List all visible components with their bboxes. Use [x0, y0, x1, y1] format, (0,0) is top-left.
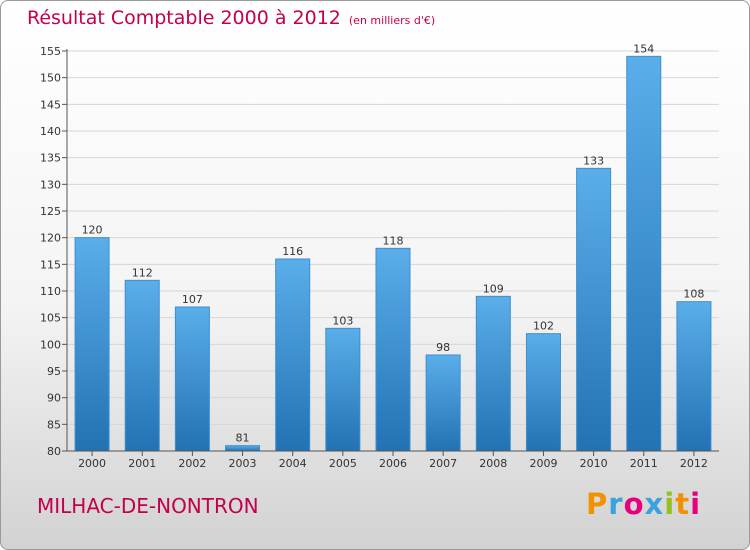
x-tick-label: 2005: [329, 457, 357, 470]
x-tick-label: 2001: [128, 457, 156, 470]
commune-name: MILHAC-DE-NONTRON: [37, 494, 259, 518]
data-label: 98: [436, 341, 450, 354]
bar: [626, 55, 662, 452]
y-tick-label: 155: [40, 45, 61, 58]
x-tick-label: 2008: [479, 457, 507, 470]
x-tick-label: 2009: [529, 457, 557, 470]
x-tick-label: 2006: [379, 457, 407, 470]
x-tick-label: 2003: [229, 457, 257, 470]
bar: [225, 445, 261, 452]
y-tick-label: 95: [47, 365, 61, 378]
data-label: 154: [633, 42, 654, 55]
x-tick-label: 2002: [178, 457, 206, 470]
bar: [275, 258, 311, 452]
y-tick-label: 110: [40, 285, 61, 298]
data-label: 120: [82, 224, 103, 237]
axes: [62, 49, 719, 456]
y-tick-label: 100: [40, 338, 61, 351]
data-label: 118: [383, 234, 404, 247]
bar: [475, 295, 511, 452]
bar: [425, 354, 461, 452]
y-tick-label: 120: [40, 232, 61, 245]
y-tick-label: 80: [47, 445, 61, 458]
x-tick-label: 2000: [78, 457, 106, 470]
logo-letter: i: [690, 487, 702, 521]
y-tick-label: 145: [40, 98, 61, 111]
data-label: 108: [683, 288, 704, 301]
data-label: 133: [583, 154, 604, 167]
x-tick-label: 2004: [279, 457, 307, 470]
logo-letter: P: [586, 487, 609, 521]
y-tick-label: 105: [40, 312, 61, 325]
bars: [74, 55, 712, 452]
bar: [325, 327, 361, 452]
y-tick-label: 90: [47, 392, 61, 405]
bar: [375, 247, 411, 452]
y-tick-label: 140: [40, 125, 61, 138]
x-tick-label: 2012: [680, 457, 708, 470]
logo-letter: r: [608, 487, 624, 521]
unit-note: (en milliers d'€): [348, 14, 436, 27]
bar: [576, 167, 612, 452]
y-tick-label: 115: [40, 258, 61, 271]
logo-letter: i: [664, 487, 676, 521]
y-tick-label: 85: [47, 418, 61, 431]
title-text: Résultat Comptable 2000 à 2012: [27, 7, 341, 29]
data-label: 116: [282, 245, 303, 258]
data-label: 112: [132, 266, 153, 279]
bar: [174, 306, 210, 452]
data-label: 109: [483, 282, 504, 295]
labels: 80 85 90 95 100 105 110 115 120 125 130 135 140 145 15…: [40, 42, 708, 470]
chart-title: Résultat Comptable 2000 à 2012 (en millie…: [27, 7, 435, 29]
x-tick-label: 2010: [580, 457, 608, 470]
bar: [525, 333, 561, 452]
logo-letter: o: [623, 487, 645, 521]
y-tick-label: 130: [40, 178, 61, 191]
bar: [74, 237, 110, 452]
y-tick-label: 135: [40, 152, 61, 165]
proxiti-logo[interactable]: Proxiti: [586, 487, 701, 521]
y-tick-label: 125: [40, 205, 61, 218]
data-label: 81: [236, 432, 250, 445]
x-tick-label: 2007: [429, 457, 457, 470]
data-label: 103: [332, 314, 353, 327]
logo-letter: t: [675, 487, 691, 521]
logo-letter: x: [644, 487, 665, 521]
data-label: 107: [182, 293, 203, 306]
y-tick-label: 150: [40, 72, 61, 85]
x-tick-label: 2011: [630, 457, 658, 470]
data-label: 102: [533, 320, 554, 333]
bar: [124, 279, 160, 452]
bar: [676, 301, 712, 452]
